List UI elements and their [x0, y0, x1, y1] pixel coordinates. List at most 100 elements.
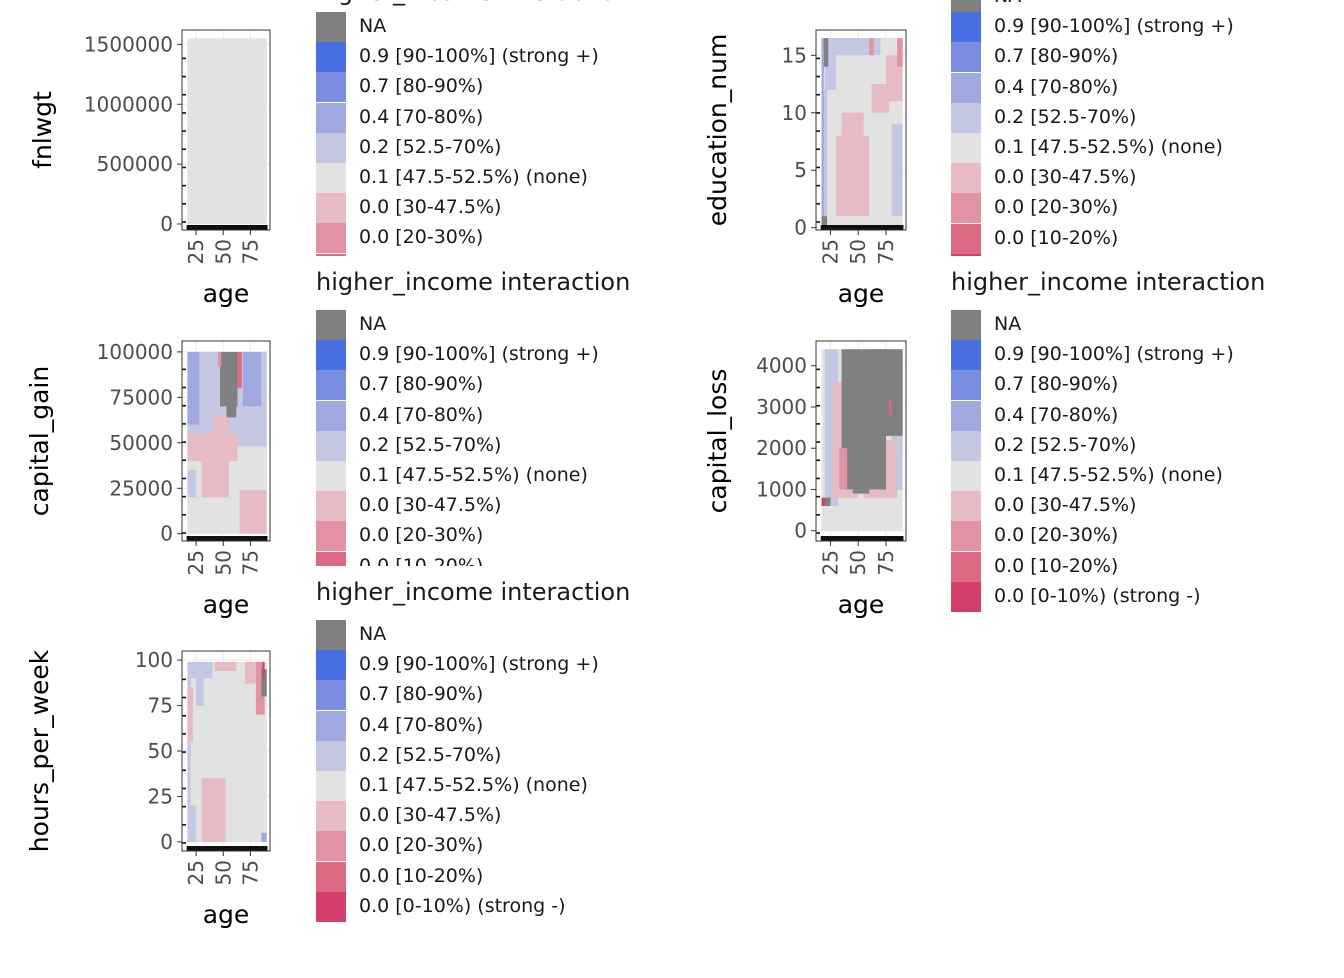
heat-tile: [821, 497, 831, 506]
legend-label: 0.0 [0-10%) (strong -): [359, 894, 566, 917]
x-axis-title: age: [203, 590, 250, 619]
heat-tile: [821, 38, 824, 228]
x-tick-label: 75: [238, 550, 262, 575]
legend-label: 0.0 [30-47.5%): [359, 196, 502, 219]
y-tick-label: 10: [782, 101, 807, 125]
legend-swatch: [951, 430, 981, 461]
y-axis-title: hours_per_week: [25, 649, 54, 852]
tiles: [187, 351, 267, 534]
y-tick-label: 0: [794, 519, 807, 543]
legend-title: higher_income interaction: [316, 268, 631, 296]
legend-label: 0.0 [10-20%): [359, 864, 484, 887]
legend-swatch: [951, 0, 981, 12]
legend-swatch: [951, 193, 981, 224]
legend-swatch: [316, 801, 346, 832]
heat-tile: [871, 349, 903, 436]
legend-label: 0.4 [70-80%): [359, 403, 484, 426]
legend-swatch: [951, 491, 981, 522]
legend-swatch: [316, 72, 346, 103]
legend-label: 0.1 [47.5-52.5%) (none): [359, 774, 588, 796]
y-tick-label: 75: [148, 694, 173, 718]
heat-tile: [196, 678, 204, 706]
heat-tile: [237, 351, 242, 389]
heat-tile: [821, 89, 828, 217]
y-tick-label: 0: [794, 216, 807, 240]
capital_gain-panel: 0 25000 50000 75000 100000 25 50 75 age capital_g…: [25, 340, 271, 619]
legend-label: 0.4 [70-80%): [994, 75, 1119, 98]
x-tick-label: 50: [846, 550, 870, 575]
y-tick-label: 50: [148, 739, 173, 763]
x-axis-title: age: [203, 900, 250, 929]
legend-label: 0.2 [52.5-70%): [994, 105, 1137, 128]
legend-label: 0.9 [90-100%] (strong +): [359, 653, 599, 676]
panel-border: [181, 29, 271, 231]
legend-label: 0.0 [30-47.5%): [359, 494, 502, 517]
tiles: [821, 38, 903, 228]
heat-tile: [201, 461, 229, 498]
heat-tile: [187, 687, 193, 742]
heat-tile: [239, 490, 267, 534]
legend-label: 0.0 [0-10%) (strong -): [994, 584, 1201, 607]
legend-swatch: [316, 771, 346, 801]
legend-hours_per_week: higher_income interaction NA 0.9 [90-100%]…: [316, 578, 706, 978]
legend-label: 0.4 [70-80%): [359, 105, 484, 128]
legend-swatch: [951, 223, 981, 254]
legend-swatch: [316, 340, 346, 371]
legend-label: 0.2 [52.5-70%): [994, 433, 1137, 456]
legend-swatch: [951, 581, 981, 612]
x-tick-label: 75: [874, 239, 898, 264]
legend-label: 0.1 [47.5-52.5%) (none): [994, 136, 1223, 158]
legend-swatch: [316, 12, 346, 42]
legend-label: 0.0 [10-20%): [359, 554, 484, 566]
x-tick-label: 50: [211, 550, 235, 575]
legend-label: 0.2 [52.5-70%): [359, 433, 502, 456]
legend-title: higher_income interaction: [951, 268, 1266, 296]
legend-swatch: [316, 223, 346, 254]
legend-label: 0.0 [30-47.5%): [994, 166, 1137, 189]
rug-marks: [182, 57, 268, 230]
legend-label: 0.2 [52.5-70%): [359, 743, 502, 766]
legend-swatch: [316, 861, 346, 892]
heat-tile: [261, 669, 267, 697]
heat-tile: [262, 661, 265, 679]
y-tick-label: 0: [160, 522, 173, 546]
legend-title: higher_income interaction: [316, 578, 631, 606]
rug-marks: [182, 368, 268, 541]
legend-swatch: [316, 102, 346, 133]
y-tick-label: 100000: [97, 340, 173, 364]
rug-marks: [182, 678, 268, 851]
legend-swatch: [316, 132, 346, 163]
legend-swatch: [316, 521, 346, 552]
panel-border: [815, 29, 907, 231]
y-tick-label: 75000: [109, 385, 173, 409]
heat-tile: [897, 38, 903, 67]
legend-label: 0.9 [90-100%] (strong +): [994, 15, 1234, 38]
legend-label: 0.7 [80-90%): [359, 75, 484, 98]
heat-tile: [824, 38, 836, 90]
y-axis-title: capital_loss: [703, 369, 732, 514]
legend-swatch: [951, 253, 981, 256]
legend-swatch: [316, 740, 346, 771]
legend-swatch: [316, 400, 346, 431]
legend-swatch: [316, 253, 346, 256]
legend-title: higher_income interaction: [316, 0, 630, 6]
legend-swatch: [316, 831, 346, 862]
x-tick-label: 25: [184, 550, 208, 575]
y-tick-label: 0: [160, 830, 173, 854]
y-tick-label: 50000: [109, 431, 173, 455]
x-tick-label: 25: [818, 239, 842, 264]
legend-label: 0.7 [80-90%): [994, 45, 1119, 68]
y-tick-label: 2000: [756, 436, 807, 460]
rug-marks: [816, 368, 904, 541]
y-tick-label: 1000000: [84, 92, 173, 116]
legend-label: 0.1 [47.5-52.5%) (none): [359, 166, 588, 188]
legend-swatch: [951, 461, 981, 491]
legend-swatch: [316, 710, 346, 741]
heat-tile: [839, 448, 848, 490]
y-tick-label: 25: [148, 784, 173, 808]
legend-label: 0.9 [90-100%] (strong +): [359, 45, 599, 68]
tiles: [187, 38, 267, 225]
legend-swatch: [316, 491, 346, 522]
x-tick-label: 75: [874, 550, 898, 575]
